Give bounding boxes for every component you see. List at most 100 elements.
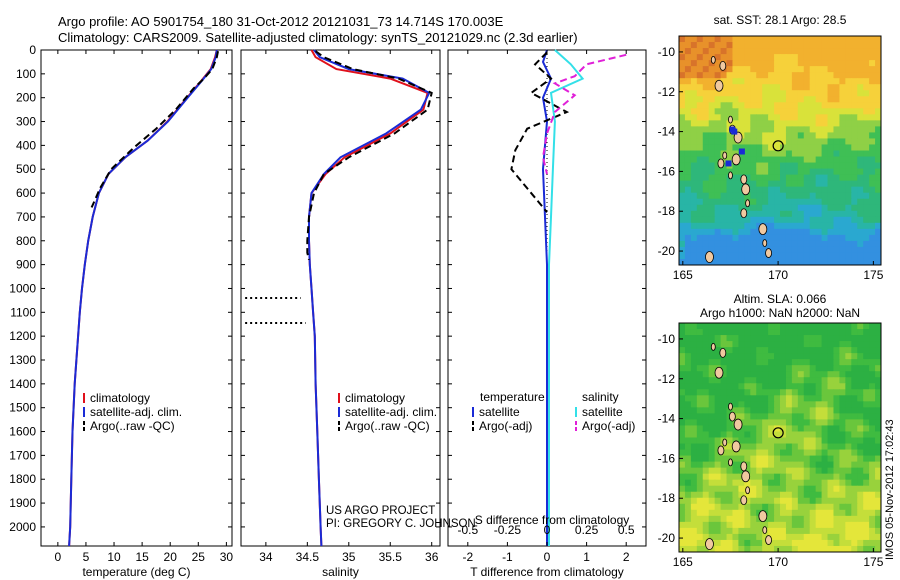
- sla-map-cell: [684, 377, 692, 384]
- sst-map-cell: [797, 108, 805, 115]
- sla-map-cell: [750, 437, 757, 445]
- depth-tick-label: 300: [16, 115, 36, 129]
- sst-map-cell: [815, 258, 823, 265]
- sla-map-cell: [690, 413, 698, 421]
- sla-map-cell: [827, 485, 835, 493]
- sla-map-cell: [803, 437, 811, 445]
- sla-map-cell: [797, 365, 805, 372]
- sla-map-cell: [726, 383, 734, 390]
- sla-map-cell: [720, 515, 728, 523]
- sst-map-cell: [863, 36, 870, 43]
- sst-map-cell: [827, 234, 835, 242]
- sla-map-cell: [797, 335, 805, 342]
- sla-map-cell: [869, 407, 876, 414]
- sst-map-cell: [827, 102, 835, 109]
- sla-map-cell: [857, 473, 864, 481]
- sst-map-cell: [679, 114, 686, 121]
- sla-map-cell: [785, 323, 793, 330]
- sla-map-cell: [708, 449, 716, 457]
- sla-map-cell: [714, 389, 722, 396]
- sst-map-cell: [750, 114, 757, 121]
- sst-map-cell: [744, 216, 751, 224]
- sst-map-cell: [815, 216, 823, 224]
- sst-map-cell: [720, 156, 728, 164]
- sst-map-cell: [857, 84, 864, 91]
- sst-map-cell: [756, 48, 763, 55]
- sst-map-cell: [875, 228, 881, 236]
- sla-map-cell: [785, 353, 793, 360]
- sla-map-cell: [702, 497, 710, 505]
- sla-map-cell: [774, 395, 781, 402]
- sla-map-cell: [690, 401, 698, 408]
- sst-map-cell: [762, 210, 769, 218]
- sla-map-cell: [863, 395, 870, 402]
- sst-map-cell: [708, 210, 716, 218]
- sla-map-cell: [827, 419, 835, 427]
- sla-map-cell: [744, 383, 751, 390]
- sla-map-cell: [708, 521, 716, 529]
- sla-map-cell: [803, 425, 811, 433]
- sla-map-cell: [756, 335, 763, 342]
- sst-map-cell: [833, 156, 841, 164]
- temperature-profile-axes-frame: [40, 49, 233, 547]
- sst-map-cell: [863, 138, 870, 146]
- difference-profile-series-t-argo-adj-: [510, 51, 570, 213]
- sst-map-island: [728, 171, 733, 180]
- sst-map-cell: [714, 102, 722, 109]
- sla-map-cell: [726, 359, 734, 366]
- sst-map-cell: [827, 60, 835, 67]
- sla-map-cell: [845, 545, 852, 552]
- sla-map-cell: [750, 401, 757, 408]
- sla-map-cell: [785, 443, 793, 451]
- sla-map-cell: [875, 401, 881, 408]
- sst-map-cell: [875, 90, 881, 97]
- sla-map-cell: [780, 371, 787, 378]
- sla-map-cell: [809, 395, 817, 402]
- sst-map-cell: [720, 144, 728, 152]
- sla-map-cell: [851, 539, 858, 547]
- sla-map-cell: [679, 341, 686, 348]
- sst-map-cell: [809, 234, 817, 242]
- sla-map-cell: [863, 341, 870, 348]
- sla-map-cell: [839, 419, 846, 427]
- sla-map-cell: [708, 527, 716, 535]
- sla-map-cell: [690, 497, 698, 505]
- sla-map-cell: [774, 383, 781, 390]
- sla-map-cell: [744, 497, 751, 505]
- sla-map-cell: [679, 443, 686, 451]
- sst-map-cell: [702, 102, 710, 109]
- sla-map-cell: [750, 443, 757, 451]
- sst-map-cell: [762, 120, 769, 127]
- sst-map-cell: [803, 198, 811, 206]
- sst-map-cell: [797, 84, 805, 91]
- sla-map-cell: [791, 419, 799, 427]
- sst-map-cell: [702, 156, 710, 164]
- sst-map-cell: [744, 102, 751, 109]
- sst-map-cell: [833, 168, 841, 176]
- sla-map-cell: [863, 479, 870, 487]
- sst-map-cell: [803, 216, 811, 224]
- sst-map-cell: [702, 234, 710, 242]
- sst-map-cell: [720, 234, 728, 242]
- sst-map-cell: [851, 228, 858, 236]
- sla-map-cell: [732, 467, 740, 475]
- sla-map-cell: [750, 383, 757, 390]
- sla-map-cell: [797, 341, 805, 348]
- sla-map-cell: [774, 359, 781, 366]
- sla-map-cell: [869, 395, 876, 402]
- sst-map-cell: [821, 90, 829, 97]
- sst-map-cell: [815, 180, 823, 188]
- sst-map-cell: [791, 60, 799, 67]
- sst-map-cell: [857, 180, 864, 188]
- sla-map-cell: [744, 407, 751, 414]
- sst-map-cell: [821, 210, 829, 218]
- sla-map-cell: [756, 365, 763, 372]
- sst-map-cell: [750, 210, 757, 218]
- sst-map-cell: [744, 90, 751, 97]
- sst-map-cell: [785, 36, 793, 43]
- sst-map-cell: [809, 96, 817, 103]
- sla-map-cell: [839, 413, 846, 421]
- sst-map-cell: [815, 60, 823, 67]
- sla-map-cell: [791, 329, 799, 336]
- sst-map-cell: [780, 210, 787, 218]
